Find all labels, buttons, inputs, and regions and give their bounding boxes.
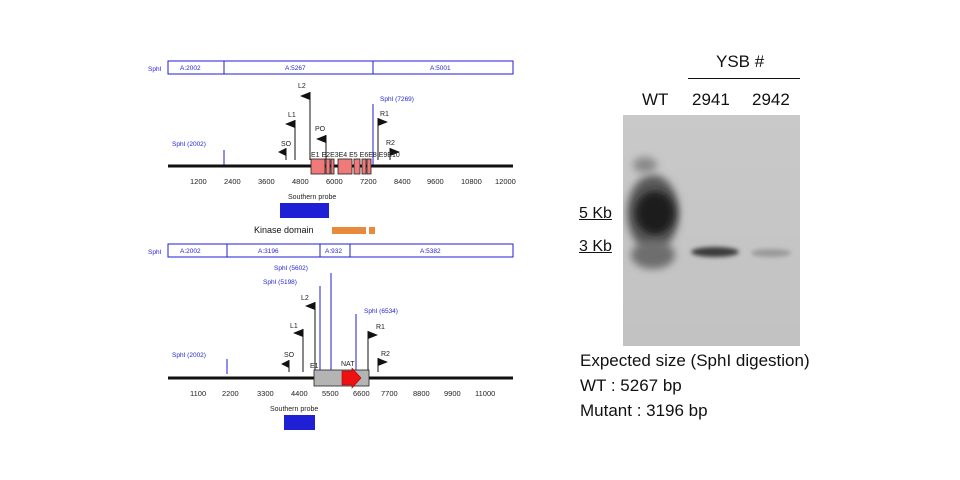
expected-size-mutant: Mutant : 3196 bp <box>580 401 708 420</box>
ysb-group-label: YSB # <box>716 52 765 71</box>
wt-segment-prefix: SphI <box>148 66 162 73</box>
mut-tick-3: 3300 <box>257 389 274 398</box>
ysb-underline <box>688 78 800 79</box>
wt-primer-l1: L1 <box>288 112 296 119</box>
wt-band-5kb <box>635 191 675 235</box>
mut-tick-8: 8800 <box>413 389 430 398</box>
kinase-domain-bar <box>332 227 366 234</box>
wt-restriction-map: SphI A:2002 A:5267 A:5001 <box>148 60 514 75</box>
mut-tick-5: 5500 <box>322 389 339 398</box>
mut-primer-r2: R2 <box>381 351 390 358</box>
wt-site-right: SphI (7269) <box>380 96 414 103</box>
mut-tick-9: 9900 <box>444 389 461 398</box>
wt-exon-labels: E1 E2E3E4 E5 E6E8 E9E10 <box>311 152 400 159</box>
wt-tick-2: 2400 <box>224 177 241 186</box>
wt-tick-8: 9600 <box>427 177 444 186</box>
wt-exon-5 <box>337 158 353 175</box>
marker-3kb: 3 Kb <box>579 238 612 255</box>
mut-site-6534: SphI (6534) <box>364 308 398 315</box>
mut-primer-l2: L2 <box>301 295 309 302</box>
expected-size-wt: WT : 5267 bp <box>580 376 682 395</box>
mut-segment-3: A:932 <box>325 248 342 255</box>
mut-exon-label: E1 <box>310 363 319 370</box>
mut-primer-so: SO <box>284 352 295 359</box>
wt-sphi-sites: SphI (2002) SphI (7269) <box>172 96 414 165</box>
nat-label: NAT <box>341 361 355 368</box>
mut-restriction-map: SphI A:2002 A:3196 A:932 A:5382 <box>148 243 514 258</box>
mut-gene-body: E1 NAT <box>168 361 513 389</box>
wt-southern-probe <box>280 203 329 218</box>
wt-gene-body: E1 E2E3E4 E5 E6E8 E9E10 <box>168 152 513 175</box>
gene-maps-diagram: SphI A:2002 A:5267 A:5001 L2 L1 PO SO <box>148 60 516 430</box>
mut-axis: 1100 2200 3300 4400 5500 6600 7700 8800 … <box>190 389 495 398</box>
mut-segment-bar <box>167 243 514 258</box>
lane-label-2942: 2942 <box>752 90 790 109</box>
mut-tick-2: 2200 <box>222 389 239 398</box>
mut-segment-1: A:2002 <box>180 248 201 255</box>
mut-segment-2: A:3196 <box>258 248 279 255</box>
wt-tick-4: 4800 <box>292 177 309 186</box>
band-2942-3kb <box>751 249 791 257</box>
mut-primer-l1: L1 <box>290 323 298 330</box>
mut-tick-1: 1100 <box>190 389 206 398</box>
wt-tick-6: 7200 <box>360 177 377 186</box>
wt-segment-1: A:2002 <box>180 65 201 72</box>
wt-primer-l2: L2 <box>298 83 306 90</box>
lane-label-wt: WT <box>642 90 669 109</box>
wt-site-left: SphI (2002) <box>172 141 206 148</box>
wt-primers: L2 L1 PO SO R1 R2 <box>278 83 400 160</box>
band-2941-3kb <box>691 247 739 257</box>
wt-tick-5: 6000 <box>326 177 343 186</box>
wt-tick-7: 8400 <box>394 177 411 186</box>
wt-tick-1: 1200 <box>190 177 207 186</box>
wt-segment-2: A:5267 <box>285 65 306 72</box>
mut-sphi-sites: SphI (5602) SphI (5198) SphI (6534) SphI… <box>172 265 398 374</box>
wt-primer-r2: R2 <box>386 140 395 147</box>
mut-southern-probe <box>284 415 315 430</box>
wt-axis: 1200 2400 3600 4800 6000 7200 8400 9600 … <box>190 177 516 186</box>
wt-segment-3: A:5001 <box>430 65 451 72</box>
wt-tick-3: 3600 <box>258 177 275 186</box>
nat-arrow-icon <box>341 367 362 389</box>
mut-segment-4: A:5382 <box>420 248 441 255</box>
wt-segment-bar <box>167 60 514 75</box>
mut-primer-r1: R1 <box>376 324 385 331</box>
kinase-domain-label: Kinase domain <box>254 225 314 235</box>
mut-tick-10: 11000 <box>475 389 495 398</box>
mut-tick-6: 6600 <box>353 389 370 398</box>
kinase-domain-bar-2 <box>369 227 375 234</box>
southern-blot-image <box>623 115 800 346</box>
mut-primers: L2 L1 SO R1 R2 <box>281 295 390 372</box>
mut-probe-label: Southern probe <box>270 406 318 413</box>
marker-5kb: 5 Kb <box>579 205 612 222</box>
expected-size-title: Expected size (SphI digestion) <box>580 351 810 370</box>
wt-primer-po: PO <box>315 126 326 133</box>
mut-tick-7: 7700 <box>381 389 398 398</box>
wt-primer-r1: R1 <box>380 111 389 118</box>
wt-primer-so: SO <box>281 141 292 148</box>
mut-tick-4: 4400 <box>291 389 308 398</box>
mut-site-5602: SphI (5602) <box>274 265 308 272</box>
wt-tick-10: 12000 <box>495 177 516 186</box>
wt-tick-9: 10800 <box>461 177 482 186</box>
mut-segment-prefix: SphI <box>148 249 162 256</box>
wt-probe-label: Southern probe <box>288 194 336 201</box>
mut-site-5198: SphI (5198) <box>263 279 297 286</box>
lane-label-2941: 2941 <box>692 90 730 109</box>
mut-site-left: SphI (2002) <box>172 352 206 359</box>
wt-exon-1 <box>310 158 326 175</box>
